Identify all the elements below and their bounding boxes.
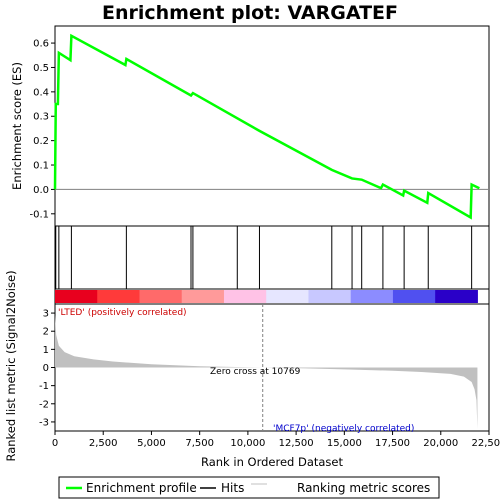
x-axis: 0 2,500 5,000 7,500 10,000 12,500 15,000 17,500…	[52, 431, 500, 449]
metric-y-tick-label: -2	[39, 399, 49, 410]
hits-panel	[54, 225, 490, 290]
legend-metric-label: Ranking metric scores	[297, 481, 430, 495]
heatmap-cells	[55, 290, 478, 303]
chart-title: Enrichment plot: VARGATEF	[102, 2, 398, 24]
negative-label: 'MCF7p' (negatively correlated)	[273, 424, 414, 434]
metric-y-tick-label: 2	[43, 327, 49, 338]
es-y-label: Enrichment score (ES)	[10, 62, 24, 190]
es-y-ticks: -0.1 0.0 0.1 0.2 0.3 0.4 0.5 0.6	[29, 39, 55, 220]
metric-y-tick-label: -1	[39, 381, 49, 392]
heatmap-cell	[350, 290, 394, 303]
es-y-tick-label: 0.2	[33, 136, 49, 147]
es-panel-frame	[54, 25, 490, 227]
heatmap-cell	[435, 290, 478, 303]
hit-lines	[55, 226, 473, 289]
metric-panel: -3 -2 -1 0 1 2 3 Zero cross at 10769 'LTED' (p…	[4, 270, 490, 462]
legend-enrichment-label: Enrichment profile	[86, 481, 197, 495]
x-axis-label: Rank in Ordered Dataset	[201, 455, 344, 469]
x-tick-label: 22,500	[472, 438, 500, 449]
es-y-tick-label: 0.0	[33, 185, 49, 196]
metric-y-tick-label: 0	[43, 363, 49, 374]
metric-y-label: Ranked list metric (Signal2Noise)	[4, 270, 18, 461]
heatmap-cell	[55, 290, 98, 303]
es-panel: -0.1 0.0 0.1 0.2 0.3 0.4 0.5 0.6 Enrichment sco…	[10, 25, 490, 227]
positive-label: 'LTED' (positively correlated)	[58, 308, 187, 318]
es-y-tick-label: -0.1	[29, 209, 49, 220]
legend-frame	[58, 476, 440, 499]
es-y-tick-label: 0.4	[33, 87, 49, 98]
x-tick-label: 5,000	[137, 438, 166, 449]
es-y-tick-label: 0.3	[33, 112, 49, 123]
heatmap-cell	[97, 290, 140, 303]
es-y-tick-label: 0.6	[33, 39, 49, 50]
legend-hits-label: Hits	[221, 481, 244, 495]
x-tick-label: 17,500	[375, 438, 410, 449]
heatmap-cell	[308, 290, 352, 303]
heatmap-cell	[266, 290, 309, 303]
x-tick-label: 10,000	[230, 438, 265, 449]
zero-cross-label: Zero cross at 10769	[210, 367, 301, 377]
heatmap-cell	[392, 290, 436, 303]
es-y-tick-label: 0.1	[33, 161, 49, 172]
heatmap-cell	[223, 290, 267, 303]
hits-panel-frame	[54, 225, 490, 290]
x-tick-label: 15,000	[327, 438, 362, 449]
es-y-tick-label: 0.5	[33, 63, 49, 74]
x-tick-label: 7,500	[185, 438, 214, 449]
metric-y-tick-label: 1	[43, 345, 49, 356]
heatmap-cell	[139, 290, 183, 303]
metric-y-tick-label: 3	[43, 309, 49, 320]
x-tick-label: 2,500	[89, 438, 118, 449]
metric-y-ticks: -3 -2 -1 0 1 2 3	[39, 309, 55, 428]
x-tick-label: 12,500	[279, 438, 314, 449]
x-tick-label: 0	[52, 438, 58, 449]
legend: Enrichment profile Hits Ranking metric s…	[58, 476, 440, 499]
heatmap-cell	[181, 290, 225, 303]
rank-heatmap-bar	[54, 288, 490, 305]
x-tick-label: 20,000	[423, 438, 458, 449]
metric-y-tick-label: -3	[39, 417, 49, 428]
es-profile-line	[53, 33, 480, 220]
